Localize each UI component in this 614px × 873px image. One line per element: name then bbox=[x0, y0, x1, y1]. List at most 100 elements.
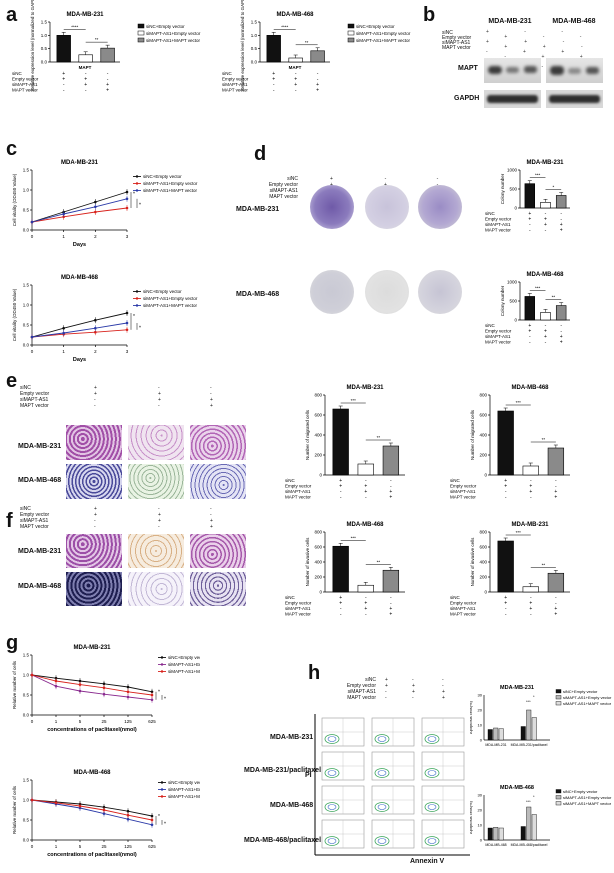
flow-population bbox=[327, 804, 337, 810]
table-sign: + bbox=[389, 495, 392, 501]
bar bbox=[487, 729, 493, 741]
table-sign: - bbox=[107, 77, 109, 83]
migration-image bbox=[66, 425, 122, 460]
chart-title: MDA-MB-231 bbox=[346, 385, 384, 391]
table-row-label: Empty vector bbox=[222, 77, 249, 82]
table-row-label: siNC bbox=[222, 71, 232, 76]
band bbox=[487, 95, 538, 103]
y-tick-label: 20 bbox=[478, 708, 483, 713]
x-group-label: MAPT bbox=[289, 65, 302, 70]
e-row-label: Empty vector bbox=[20, 391, 50, 397]
flow-population bbox=[327, 736, 337, 742]
y-tick-label: 400 bbox=[479, 433, 487, 438]
table-sign: + bbox=[544, 329, 547, 335]
table-sign: + bbox=[528, 217, 531, 223]
x-axis-label: concentrations of paclitaxel(nmol) bbox=[47, 852, 137, 858]
table-sign: + bbox=[316, 88, 319, 94]
migration-image bbox=[190, 464, 246, 499]
h-col-2: - - + + bbox=[442, 677, 445, 701]
legend-swatch bbox=[555, 801, 562, 806]
sign: + bbox=[412, 689, 415, 695]
series-line bbox=[31, 674, 153, 693]
chart-title: MDA-MB-231 bbox=[511, 522, 549, 528]
legend-label: siMAPT-AS1+MAPT vector bbox=[356, 38, 411, 43]
y-tick-label: 800 bbox=[314, 530, 322, 535]
panel-label-b: b bbox=[423, 4, 436, 26]
legend-label: siMAPT-AS1+Empty vector bbox=[563, 795, 612, 800]
h-flow-grid bbox=[314, 714, 470, 856]
h-col-0: + + - - bbox=[385, 677, 388, 701]
y-tick-label: 1000 bbox=[507, 280, 518, 285]
sign: + bbox=[210, 524, 213, 530]
y-tick-label: 0.0 bbox=[41, 60, 48, 65]
y-tick-label: 1.0 bbox=[23, 798, 30, 803]
legend-label: siNC+Empty vector bbox=[356, 24, 395, 29]
y-axis-label: Apoptosis cells(%) bbox=[470, 800, 473, 834]
panel-label-h: h bbox=[308, 662, 321, 684]
panel-label-a: a bbox=[6, 4, 18, 26]
legend-label: siMAPT-AS1+Empty vector bbox=[146, 31, 201, 36]
h-row-label: Empty vector bbox=[346, 683, 376, 689]
colony-dish bbox=[310, 185, 354, 229]
x-axis-label: Days bbox=[73, 242, 86, 248]
flow-population bbox=[374, 836, 390, 846]
sig-mark: **** bbox=[281, 24, 288, 29]
y-tick-label: 0.5 bbox=[41, 46, 48, 51]
bar bbox=[531, 717, 537, 741]
x-tick-label: 3 bbox=[126, 349, 129, 354]
sign: - bbox=[384, 176, 387, 182]
y-tick-label: 0 bbox=[514, 206, 517, 211]
sign: - bbox=[158, 403, 160, 409]
legend-label: siNC+Empty vector bbox=[143, 174, 182, 179]
chart-title: MDA-MB-468 bbox=[500, 785, 534, 791]
table-row-label: siMAPT-AS1 bbox=[285, 489, 311, 494]
table-sign: + bbox=[364, 606, 367, 612]
y-tick-label: 1.0 bbox=[251, 33, 258, 38]
y-tick-label: 800 bbox=[479, 393, 487, 398]
f-row-labels: siNC Empty vector siMAPT-AS1 MAPT vector bbox=[20, 506, 49, 530]
blot-strip-mapt-231 bbox=[484, 58, 541, 83]
table-sign: + bbox=[84, 82, 87, 88]
bar bbox=[56, 35, 71, 63]
sign: - bbox=[94, 403, 96, 409]
x-axis-label: Days bbox=[73, 357, 86, 363]
bar bbox=[78, 54, 93, 63]
legend-marker bbox=[135, 189, 139, 192]
panel-label-d: d bbox=[254, 143, 267, 165]
legend-label: siMAPT-AS1+MAPT vector bbox=[563, 801, 612, 806]
blot-row-label: MAPT vector bbox=[442, 45, 471, 51]
y-axis-label: Colony number bbox=[500, 173, 505, 204]
blot-title-231: MDA-MB-231 bbox=[488, 18, 532, 25]
chart-title: MDA-MB-231 bbox=[526, 160, 564, 166]
h-row-label: siNC bbox=[365, 677, 376, 683]
h-col-1: - + + - bbox=[412, 677, 415, 701]
sig-mark: *** bbox=[526, 699, 531, 704]
sign: + bbox=[442, 689, 445, 695]
sign: + bbox=[158, 397, 161, 403]
table-row-label: siMAPT-AS1 bbox=[485, 334, 511, 339]
bar bbox=[382, 569, 400, 593]
table-row-label: Empty vector bbox=[450, 601, 477, 606]
chart-title: MDA-MB-231 bbox=[73, 645, 111, 651]
bar bbox=[487, 827, 493, 841]
sig-mark: * bbox=[139, 202, 141, 208]
e-cell-label-231: MDA-MB-231 bbox=[18, 443, 62, 450]
blot-strip-mapt-468 bbox=[546, 58, 603, 83]
table-sign: + bbox=[544, 217, 547, 223]
legend-label: siNC+Empty vector bbox=[168, 780, 200, 785]
d-row-label: MAPT vector bbox=[269, 194, 298, 200]
h-row-468: MDA-MB-468 bbox=[270, 802, 314, 809]
sign: + bbox=[94, 512, 97, 518]
table-sign: + bbox=[364, 489, 367, 495]
series-line bbox=[31, 799, 153, 817]
series-line bbox=[31, 312, 128, 338]
e-col-1: - + + - bbox=[158, 385, 161, 409]
table-sign: - bbox=[529, 222, 531, 228]
sig-mark: ** bbox=[377, 559, 381, 564]
y-tick-label: 0.5 bbox=[23, 323, 30, 328]
bar bbox=[540, 312, 551, 321]
x-tick-label: 3 bbox=[126, 234, 129, 239]
f-cell-label-231: MDA-MB-231 bbox=[18, 548, 62, 555]
